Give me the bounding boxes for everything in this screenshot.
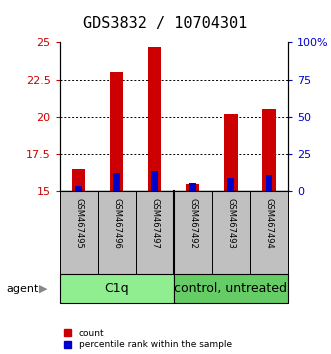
Text: GSM467492: GSM467492 bbox=[188, 198, 197, 249]
Text: GSM467497: GSM467497 bbox=[150, 198, 159, 249]
Bar bbox=[174, 191, 212, 274]
Bar bbox=[113, 173, 120, 191]
Bar bbox=[151, 171, 158, 191]
Bar bbox=[110, 72, 123, 191]
Text: GDS3832 / 10704301: GDS3832 / 10704301 bbox=[83, 16, 248, 31]
Bar bbox=[72, 169, 85, 191]
Text: GSM467494: GSM467494 bbox=[264, 198, 273, 249]
Bar bbox=[148, 47, 162, 191]
Legend: count, percentile rank within the sample: count, percentile rank within the sample bbox=[64, 329, 232, 349]
Bar bbox=[174, 274, 288, 303]
Text: ▶: ▶ bbox=[39, 284, 47, 293]
Text: control, untreated: control, untreated bbox=[174, 282, 287, 295]
Text: agent: agent bbox=[7, 284, 39, 293]
Bar bbox=[250, 191, 288, 274]
Text: C1q: C1q bbox=[104, 282, 129, 295]
Bar bbox=[189, 183, 196, 191]
Bar bbox=[60, 191, 98, 274]
Bar bbox=[262, 109, 276, 191]
Text: GSM467496: GSM467496 bbox=[112, 198, 121, 249]
Bar bbox=[75, 185, 82, 191]
Bar bbox=[186, 184, 200, 191]
Bar bbox=[98, 191, 136, 274]
Bar bbox=[60, 274, 174, 303]
Bar bbox=[265, 175, 272, 191]
Bar bbox=[136, 191, 174, 274]
Text: GSM467495: GSM467495 bbox=[74, 198, 83, 249]
Bar bbox=[212, 191, 250, 274]
Bar bbox=[227, 178, 234, 191]
Text: GSM467493: GSM467493 bbox=[226, 198, 235, 249]
Bar bbox=[224, 114, 238, 191]
